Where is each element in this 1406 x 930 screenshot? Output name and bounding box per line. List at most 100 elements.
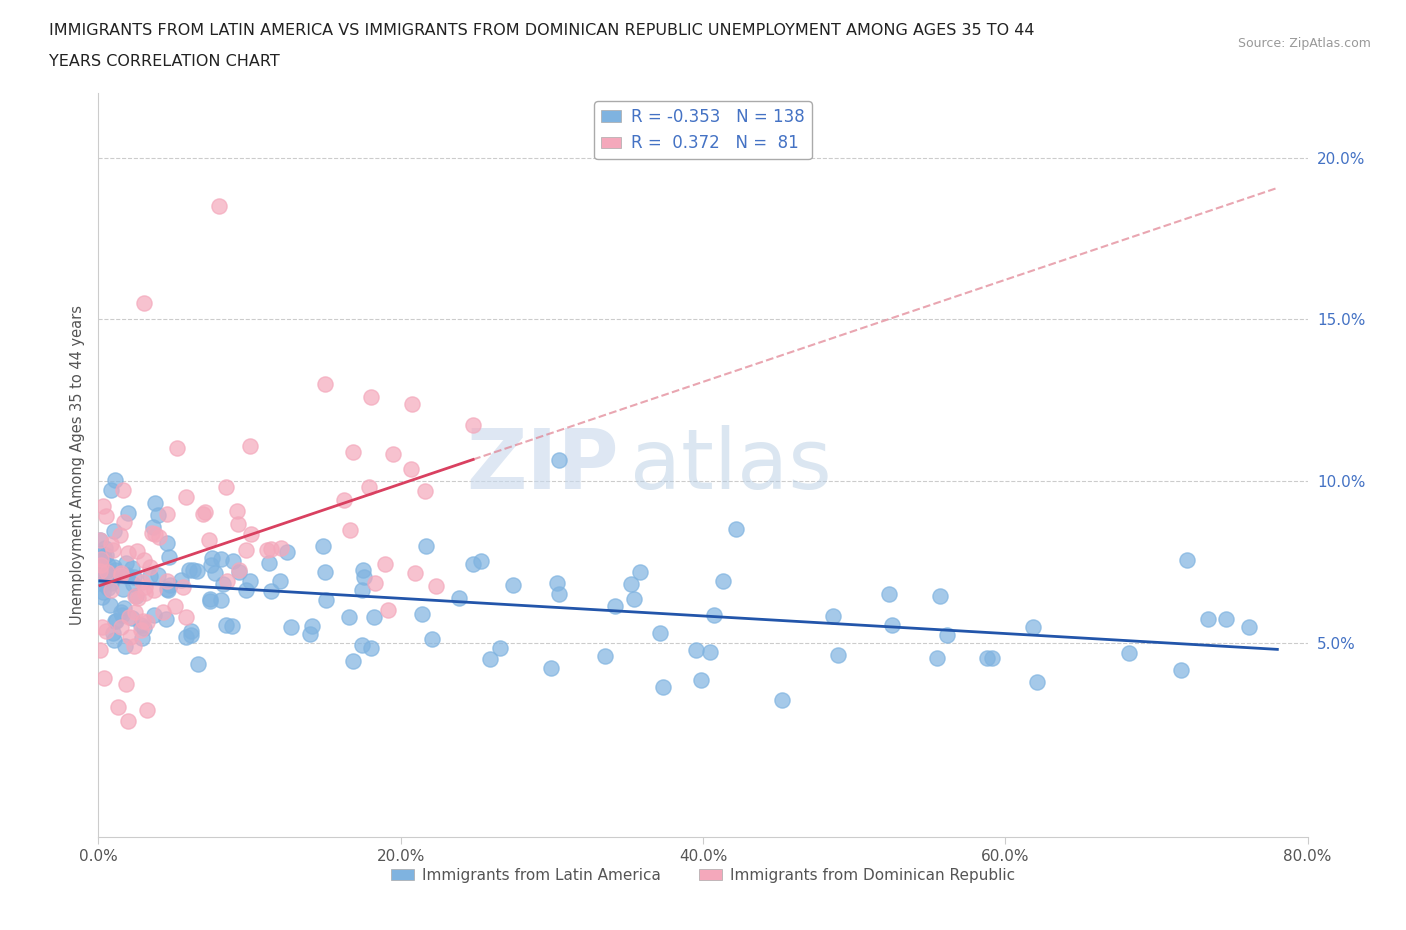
Point — [1215, 611, 1237, 626]
Point — [270, 540, 292, 555]
Point — [179, 562, 201, 577]
Point — [620, 577, 643, 591]
Point — [100, 536, 122, 551]
Point — [98, 597, 121, 612]
Legend: Immigrants from Latin America, Immigrants from Dominican Republic: Immigrants from Latin America, Immigrant… — [385, 862, 1021, 889]
Point — [411, 606, 433, 621]
Point — [222, 553, 245, 568]
Point — [115, 677, 138, 692]
Point — [156, 582, 179, 597]
Point — [94, 624, 117, 639]
Point — [315, 592, 337, 607]
Point — [100, 583, 122, 598]
Point — [156, 507, 179, 522]
Point — [124, 589, 146, 604]
Point — [413, 484, 436, 498]
Point — [208, 199, 231, 214]
Point — [314, 565, 336, 579]
Point — [301, 618, 323, 633]
Point — [110, 619, 132, 634]
Point — [93, 671, 115, 685]
Point — [976, 650, 998, 665]
Point — [547, 452, 569, 467]
Point — [124, 589, 146, 604]
Point — [980, 650, 1002, 665]
Point — [111, 608, 134, 623]
Point — [928, 589, 950, 604]
Point — [103, 560, 125, 575]
Point — [120, 630, 142, 644]
Point — [152, 604, 174, 619]
Point — [100, 576, 122, 591]
Point — [1175, 552, 1198, 567]
Point — [280, 619, 302, 634]
Point — [98, 567, 121, 582]
Point — [212, 577, 235, 591]
Point — [146, 567, 169, 582]
Point — [399, 461, 422, 476]
Point — [1197, 612, 1219, 627]
Point — [240, 527, 263, 542]
Point — [104, 614, 127, 629]
Point — [470, 553, 492, 568]
Point — [363, 609, 385, 624]
Point — [115, 567, 138, 582]
Point — [139, 560, 162, 575]
Point — [132, 296, 155, 311]
Point — [201, 551, 224, 565]
Point — [89, 564, 111, 578]
Point — [101, 626, 124, 641]
Point — [91, 585, 114, 600]
Point — [94, 540, 117, 555]
Point — [93, 568, 115, 583]
Point — [215, 618, 238, 632]
Point — [89, 553, 111, 568]
Point — [110, 565, 132, 580]
Point — [142, 520, 165, 535]
Point — [548, 587, 571, 602]
Point — [546, 575, 568, 590]
Text: ZIP: ZIP — [465, 424, 619, 506]
Point — [118, 609, 141, 624]
Point — [131, 631, 153, 645]
Point — [404, 566, 426, 581]
Point — [382, 446, 405, 461]
Point — [827, 647, 849, 662]
Point — [352, 563, 374, 578]
Point — [107, 699, 129, 714]
Point — [97, 557, 120, 572]
Point — [91, 498, 114, 513]
Point — [166, 440, 188, 455]
Point — [204, 565, 226, 580]
Point — [112, 514, 135, 529]
Point — [374, 557, 396, 572]
Point — [172, 579, 194, 594]
Point — [96, 565, 118, 579]
Point — [174, 630, 197, 644]
Point — [121, 561, 143, 576]
Point — [339, 523, 361, 538]
Point — [198, 591, 221, 606]
Point — [299, 627, 322, 642]
Y-axis label: Unemployment Among Ages 35 to 44 years: Unemployment Among Ages 35 to 44 years — [69, 305, 84, 625]
Point — [226, 516, 249, 531]
Point — [1170, 663, 1192, 678]
Point — [770, 693, 793, 708]
Text: YEARS CORRELATION CHART: YEARS CORRELATION CHART — [49, 54, 280, 69]
Point — [112, 483, 135, 498]
Point — [115, 568, 138, 583]
Point — [651, 680, 673, 695]
Point — [350, 583, 373, 598]
Point — [176, 490, 198, 505]
Point — [314, 377, 336, 392]
Point — [136, 615, 159, 630]
Point — [141, 525, 163, 540]
Point — [927, 650, 949, 665]
Point — [648, 626, 671, 641]
Point — [110, 604, 132, 619]
Point — [134, 585, 156, 600]
Point — [425, 578, 447, 593]
Point — [143, 527, 166, 542]
Point — [479, 652, 502, 667]
Point — [104, 472, 127, 487]
